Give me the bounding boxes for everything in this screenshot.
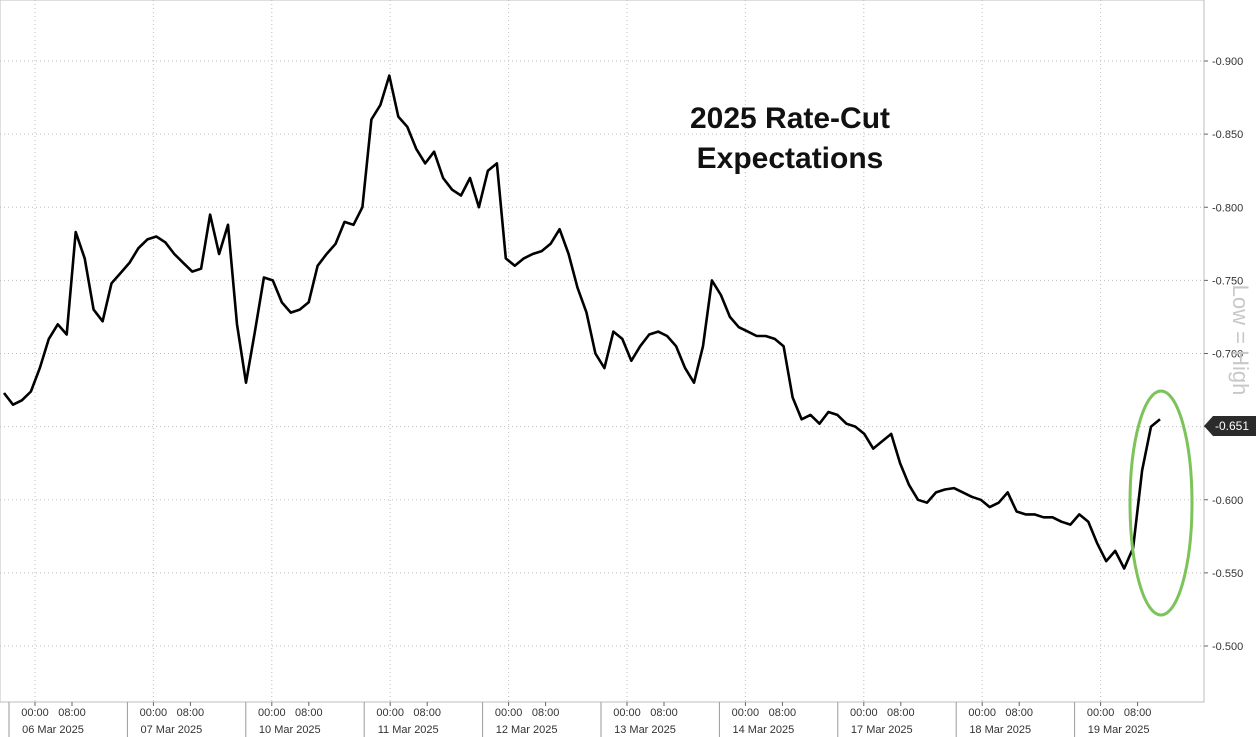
highlight-ellipse [1128, 389, 1194, 617]
x-day-label: 10 Mar 2025 [259, 724, 321, 736]
plot-frame [0, 0, 1205, 703]
side-annotation: Low = High [1228, 285, 1253, 396]
x-time-label: 08:00 [295, 707, 323, 719]
x-time-label: 08:00 [532, 707, 560, 719]
x-time-label: 00:00 [968, 707, 996, 719]
y-tick-label: -0.900 [1212, 56, 1243, 68]
y-tick-label: -0.800 [1212, 202, 1243, 214]
x-day-label: 19 Mar 2025 [1088, 724, 1150, 736]
y-tick-label: -0.750 [1212, 275, 1243, 287]
x-time-label: 00:00 [21, 707, 49, 719]
x-time-label: 00:00 [1087, 707, 1115, 719]
x-time-label: 00:00 [140, 707, 168, 719]
x-time-label: 00:00 [732, 707, 760, 719]
x-axis: 00:00 08:00 06 Mar 2025 00:00 08:00 07 Mar 20… [8, 702, 1152, 737]
x-time-label: 00:00 [850, 707, 878, 719]
x-day-label: 07 Mar 2025 [141, 724, 203, 736]
x-time-label: 08:00 [650, 707, 678, 719]
y-tick-label: -0.550 [1212, 568, 1243, 580]
x-time-label: 08:00 [1005, 707, 1033, 719]
x-time-label: 00:00 [495, 707, 523, 719]
chart-title-line1: 2025 Rate-Cut [690, 102, 890, 135]
series-layer [2, 74, 1161, 570]
x-day-label: 17 Mar 2025 [851, 724, 913, 736]
x-time-label: 00:00 [258, 707, 286, 719]
x-time-label: 08:00 [1124, 707, 1152, 719]
x-time-label: 00:00 [376, 707, 404, 719]
last-value-badge: -0.651 [1204, 416, 1256, 436]
last-value-badge-shape [1204, 416, 1256, 436]
x-day-label: 13 Mar 2025 [614, 724, 676, 736]
x-day-label: 14 Mar 2025 [733, 724, 795, 736]
y-tick-label: -0.700 [1212, 349, 1243, 361]
x-time-label: 00:00 [613, 707, 641, 719]
last-value-label: -0.651 [1215, 419, 1249, 433]
x-day-label: 06 Mar 2025 [22, 724, 84, 736]
x-time-label: 08:00 [58, 707, 86, 719]
y-tick-label: -0.850 [1212, 129, 1243, 141]
chart-title-line2: Expectations [697, 142, 884, 175]
x-time-label: 08:00 [413, 707, 441, 719]
x-time-label: 08:00 [177, 707, 205, 719]
x-time-label: 08:00 [769, 707, 797, 719]
grid-layer [0, 0, 1204, 702]
x-day-label: 11 Mar 2025 [378, 724, 439, 736]
x-day-label: 18 Mar 2025 [969, 724, 1031, 736]
x-day-label: 12 Mar 2025 [496, 724, 558, 736]
y-tick-label: -0.500 [1212, 641, 1243, 653]
x-time-label: 08:00 [887, 707, 915, 719]
y-tick-label: -0.600 [1212, 495, 1243, 507]
series-line [2, 74, 1161, 570]
